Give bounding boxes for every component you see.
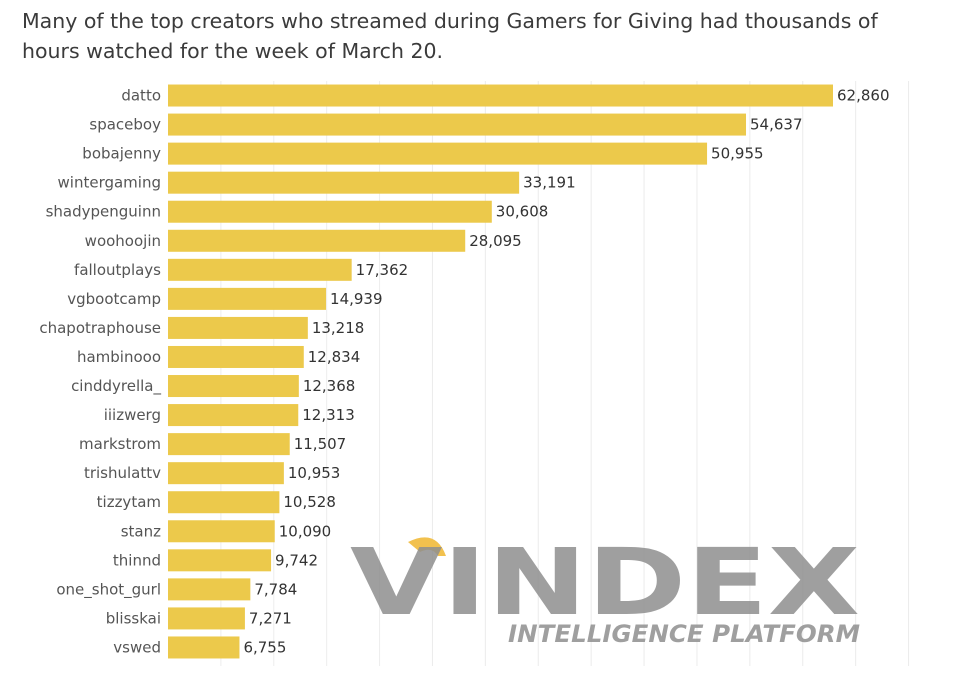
bar-iiizwerg <box>168 404 299 427</box>
category-label: markstrom <box>79 435 161 453</box>
category-label: bobajenny <box>82 145 161 163</box>
bar-spaceboy <box>168 113 747 136</box>
value-label: 62,860 <box>837 87 890 105</box>
value-label: 10,953 <box>288 464 341 482</box>
bar-shadypenguinn <box>168 200 492 223</box>
bar-cinddyrella_ <box>168 375 299 398</box>
value-label: 30,608 <box>496 203 549 221</box>
value-label: 7,784 <box>254 580 297 598</box>
value-label: 12,313 <box>302 406 355 424</box>
bar-wintergaming <box>168 171 520 194</box>
bar-thinnd <box>168 549 272 572</box>
category-label: woohoojin <box>85 232 161 250</box>
category-label: tizzytam <box>97 493 161 511</box>
bar-tizzytam <box>168 491 280 514</box>
category-label: iiizwerg <box>104 406 161 424</box>
value-label: 17,362 <box>356 261 409 279</box>
bars <box>168 84 833 659</box>
category-label: vgbootcamp <box>67 290 161 308</box>
value-label: 10,528 <box>283 493 336 511</box>
value-label: 12,834 <box>308 348 361 366</box>
category-label: shadypenguinn <box>46 203 161 221</box>
bar-datto <box>168 84 833 107</box>
category-label: vswed <box>113 638 161 656</box>
value-label: 13,218 <box>312 319 365 337</box>
bar-woohoojin <box>168 229 466 252</box>
watermark-logo-text: VINDEX <box>350 529 860 636</box>
value-label: 54,637 <box>750 116 803 134</box>
bar-vswed <box>168 636 240 659</box>
value-label: 50,955 <box>711 145 764 163</box>
bar-one_shot_gurl <box>168 578 251 601</box>
value-label: 10,090 <box>279 522 332 540</box>
bar-markstrom <box>168 433 290 456</box>
bar-falloutplays <box>168 258 352 281</box>
value-label: 7,271 <box>249 609 292 627</box>
category-label: stanz <box>121 522 161 540</box>
bar-blisskai <box>168 607 245 630</box>
value-label: 6,755 <box>243 638 286 656</box>
category-label: blisskai <box>106 609 161 627</box>
bar-vgbootcamp <box>168 287 327 310</box>
category-label: falloutplays <box>74 261 161 279</box>
category-label: trishulattv <box>84 464 161 482</box>
watermark-tagline: INTELLIGENCE PLATFORM <box>508 620 860 648</box>
bar-stanz <box>168 520 275 543</box>
vindex-logo-mark <box>408 537 446 556</box>
category-label: thinnd <box>113 551 161 569</box>
category-label: chapotraphouse <box>39 319 161 337</box>
category-label: cinddyrella_ <box>71 377 161 396</box>
value-label: 11,507 <box>294 435 347 453</box>
vindex-watermark: VINDEX INTELLIGENCE PLATFORM <box>350 529 860 648</box>
labels: datto 62,860 spaceboy 54,637 bobajenny 50,955… <box>39 87 889 657</box>
bar-trishulattv <box>168 462 284 485</box>
category-label: wintergaming <box>58 174 161 192</box>
chart-title: Many of the top creators who streamed du… <box>22 9 878 63</box>
category-label: spaceboy <box>89 116 161 134</box>
bar-chapotraphouse <box>168 316 308 339</box>
value-label: 9,742 <box>275 551 318 569</box>
category-label: hambinooo <box>77 348 161 366</box>
value-label: 12,368 <box>303 377 356 395</box>
bar-bobajenny <box>168 142 708 165</box>
value-label: 28,095 <box>469 232 522 250</box>
category-label: one_shot_gurl <box>56 580 161 599</box>
value-label: 14,939 <box>330 290 383 308</box>
category-label: datto <box>121 87 161 105</box>
bar-hambinooo <box>168 345 304 368</box>
vindex-helmet-icon <box>408 537 446 556</box>
value-label: 33,191 <box>523 174 576 192</box>
